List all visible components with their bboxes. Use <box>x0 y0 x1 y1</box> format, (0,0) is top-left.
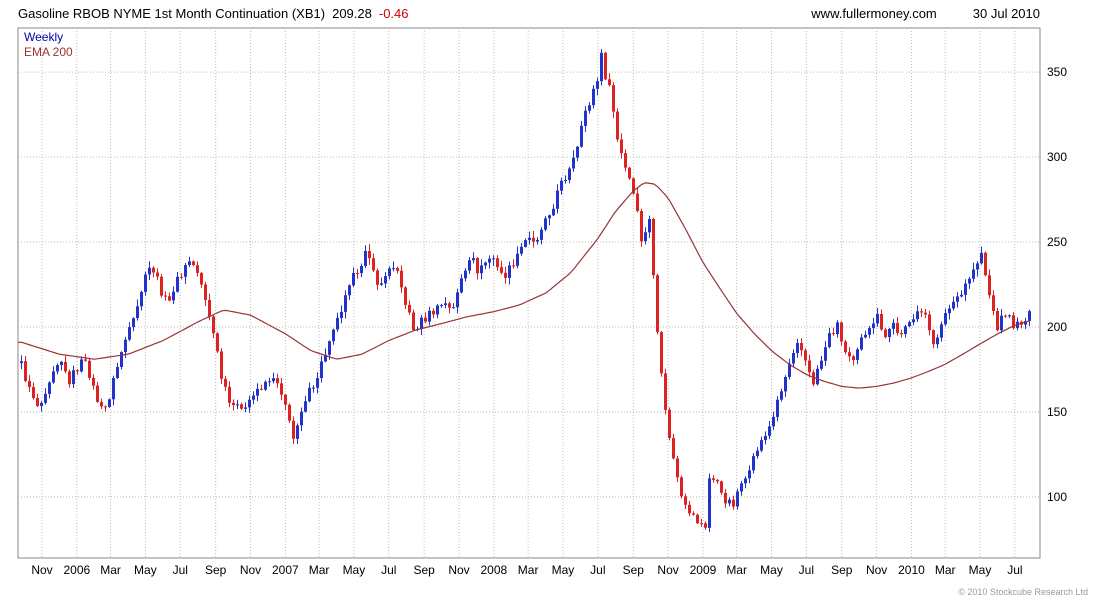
ema-line <box>17 182 1030 389</box>
legend-weekly: Weekly <box>24 30 64 44</box>
x-axis-label: Jul <box>590 563 605 577</box>
x-axis-label: Nov <box>31 563 52 577</box>
x-axis-label: Sep <box>623 563 645 577</box>
x-axis-label: Jul <box>173 563 188 577</box>
y-axis: 100 150 200 250 300 350 <box>1047 65 1067 504</box>
legend-ema: EMA 200 <box>24 45 73 59</box>
x-axis-label: Jul <box>799 563 814 577</box>
x-axis-label: Nov <box>866 563 887 577</box>
last-price: 209.28 <box>332 5 372 21</box>
x-axis-label: 2010 <box>898 563 925 577</box>
y-axis-label: 250 <box>1047 235 1067 249</box>
x-axis: Nov 2006 Mar May Jul Sep Nov 2007 Mar May Jul Sep No… <box>31 563 1022 577</box>
y-axis-label: 100 <box>1047 490 1067 504</box>
x-axis-label: Sep <box>205 563 227 577</box>
x-axis-label: Mar <box>100 563 121 577</box>
chart-date: 30 Jul 2010 <box>972 5 1040 21</box>
x-axis-label: Jul <box>1007 563 1022 577</box>
y-axis-label: 200 <box>1047 320 1067 334</box>
x-axis-label: 2007 <box>272 563 299 577</box>
chart-legend: Weekly EMA 200 <box>24 30 73 60</box>
chart-title: Gasoline RBOB NYME 1st Month Continuatio… <box>18 5 326 21</box>
y-axis-label: 350 <box>1047 65 1067 79</box>
x-axis-label: Sep <box>831 563 853 577</box>
x-axis-label: 2006 <box>63 563 90 577</box>
plot-border <box>17 27 1041 559</box>
y-axis-label: 300 <box>1047 150 1067 164</box>
chart-header: Gasoline RBOB NYME 1st Month Continuatio… <box>0 0 1100 26</box>
x-axis-label: Mar <box>309 563 330 577</box>
x-axis-label: May <box>552 563 575 577</box>
x-axis-label: Sep <box>413 563 435 577</box>
price-change: -0.46 <box>378 5 409 21</box>
x-axis-label: May <box>760 563 783 577</box>
x-axis-label: Nov <box>240 563 261 577</box>
x-axis-label: 2009 <box>690 563 717 577</box>
copyright-text: © 2010 Stockcube Research Ltd <box>958 587 1088 597</box>
candles-layer <box>20 49 1031 533</box>
title-group: Gasoline RBOB NYME 1st Month Continuatio… <box>18 6 409 21</box>
website-text: www.fullermoney.com <box>811 5 937 21</box>
x-axis-label: May <box>969 563 992 577</box>
y-axis-label: 150 <box>1047 405 1067 419</box>
x-axis-label: Mar <box>935 563 956 577</box>
x-axis-label: Nov <box>448 563 469 577</box>
header-right: www.fullermoney.com 30 Jul 2010 <box>811 6 1040 21</box>
x-axis-label: May <box>134 563 157 577</box>
x-axis-label: May <box>343 563 366 577</box>
x-axis-label: Nov <box>657 563 678 577</box>
x-axis-label: Jul <box>381 563 396 577</box>
x-axis-label: Mar <box>726 563 747 577</box>
x-axis-label: 2008 <box>481 563 508 577</box>
x-axis-label: Mar <box>518 563 539 577</box>
